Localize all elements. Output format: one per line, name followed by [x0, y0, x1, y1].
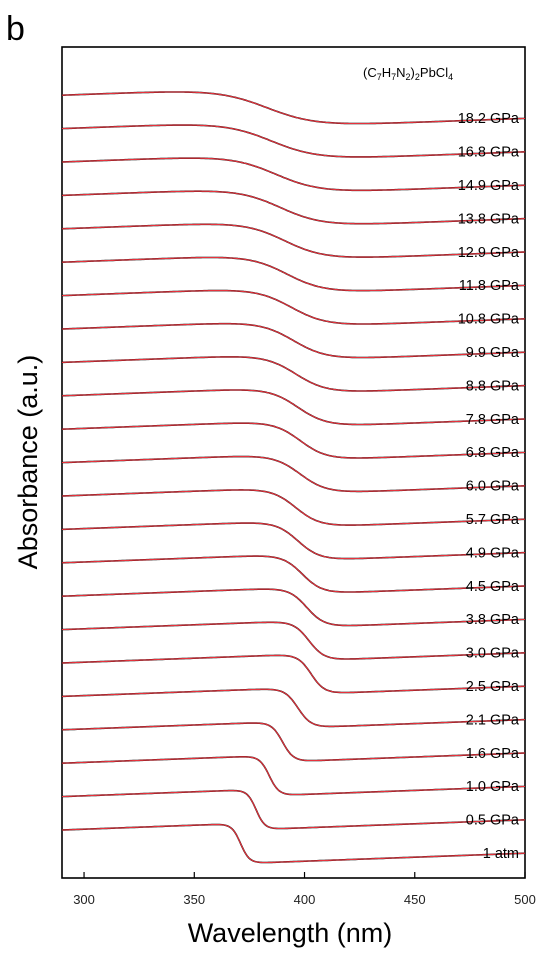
formula-text: PbCl [420, 65, 448, 80]
pressure-label: 6.0 GPa [466, 479, 520, 495]
spectrum-curve [61, 256, 526, 292]
x-tick-label: 350 [183, 892, 205, 907]
pressure-label: 11.8 GPa [459, 278, 520, 294]
spectrum-fit-curve [61, 124, 526, 158]
x-tick-label: 450 [404, 892, 426, 907]
x-axis-title: Wavelength (nm) [188, 918, 393, 948]
pressure-label: 12.9 GPa [458, 245, 520, 261]
spectrum-curve [61, 422, 526, 459]
pressure-label: 16.8 GPa [458, 145, 520, 161]
spectrum-fit-curve [61, 688, 526, 727]
pressure-label: 9.9 GPa [466, 345, 520, 361]
spectrum-curve [61, 124, 526, 158]
spectrum-fit-curve [61, 555, 526, 593]
spectrum-curve [61, 722, 526, 762]
pressure-label: 7.8 GPa [466, 412, 520, 428]
spectrum-fit-curve [61, 456, 526, 492]
spectrum-fit-curve [61, 722, 526, 762]
formula-subscript: 2 [415, 72, 420, 82]
spectrum-curve [61, 289, 526, 325]
pressure-label: 1.6 GPa [466, 746, 520, 762]
formula-text: (C [363, 65, 377, 80]
spectrum-fit-curve [61, 489, 526, 526]
spectrum-fit-curve [61, 621, 526, 660]
formula-subscript: 7 [377, 72, 382, 82]
spectrum-curve [61, 688, 526, 728]
plot-frame [61, 46, 526, 879]
pressure-label: 8.8 GPa [466, 378, 520, 394]
x-tick-label: 400 [294, 892, 316, 907]
compound-formula: (C7H7N2)2PbCl4 [363, 65, 453, 82]
spectrum-fit-curve [61, 356, 526, 392]
pressure-label: 6.8 GPa [466, 445, 520, 461]
spectrum-fit-curve [61, 256, 526, 292]
spectrum-fit-curve [61, 389, 526, 426]
spectrum-curve [61, 555, 526, 593]
formula-subscript: 7 [391, 72, 396, 82]
pressure-label: 1.0 GPa [466, 779, 520, 795]
pressure-label: 0.5 GPa [466, 813, 520, 829]
spectrum-fit-curve [61, 522, 526, 560]
panel-label: b [6, 10, 25, 48]
spectrum-fit-curve [61, 157, 526, 191]
spectrum-curve [62, 91, 526, 125]
spectrum-fit-curve [61, 422, 526, 459]
spectrum-fit-curve [61, 290, 526, 325]
spectrum-fit-curve [61, 654, 526, 694]
formula-text: H [382, 65, 391, 80]
spectrum-fit-curve [61, 323, 526, 359]
spectrum-curve [61, 190, 526, 225]
x-tick-label: 500 [514, 892, 536, 907]
spectrum-fit-curve [61, 190, 526, 225]
spectra [61, 91, 526, 864]
formula-text: ) [411, 65, 415, 80]
formula-subscript: 2 [406, 72, 411, 82]
spectrum-fit-curve [61, 223, 526, 258]
pressure-label: 10.8 GPa [458, 312, 520, 328]
pressure-label: 5.7 GPa [466, 512, 520, 528]
x-tick-label: 300 [73, 892, 95, 907]
formula-text: N [396, 65, 405, 80]
pressure-label: 4.5 GPa [466, 579, 520, 595]
spectrum-fit-curve [61, 756, 526, 796]
spectrum-fit-curve [62, 91, 526, 125]
spectrum-curve [61, 389, 526, 426]
spectrum-curve [61, 522, 526, 560]
spectrum-fit-curve [61, 790, 526, 830]
spectrum-curve [61, 489, 526, 526]
spectrum-curve [61, 356, 526, 392]
spectrum-curve [61, 223, 526, 258]
pressure-label: 1 atm [483, 846, 519, 862]
spectrum-fit-curve [61, 588, 526, 627]
pressure-label: 2.5 GPa [466, 679, 520, 695]
pressure-label: 14.9 GPa [458, 178, 520, 194]
pressure-label: 18.2 GPa [458, 111, 520, 127]
spectrum-fit-curve [61, 824, 526, 864]
pressure-label: 2.1 GPa [466, 712, 520, 728]
spectrum-curve [61, 621, 526, 660]
spectrum-curve [61, 823, 526, 864]
spectrum-curve [61, 455, 526, 493]
pressure-label: 13.8 GPa [458, 211, 520, 227]
formula-subscript: 4 [448, 72, 453, 82]
x-axis: 300 350 400 450 500 [73, 872, 536, 907]
pressure-label: 3.0 GPa [466, 646, 520, 662]
y-axis-title: Absorbance (a.u.) [13, 355, 43, 570]
pressure-label: 3.8 GPa [466, 612, 520, 628]
pressure-label: 4.9 GPa [466, 545, 520, 561]
pressure-labels: 1 atm 0.5 GPa 1.0 GPa 1.6 GPa 2.1 GPa 2.5 GPa… [458, 111, 520, 862]
spectrum-curve [61, 157, 526, 192]
